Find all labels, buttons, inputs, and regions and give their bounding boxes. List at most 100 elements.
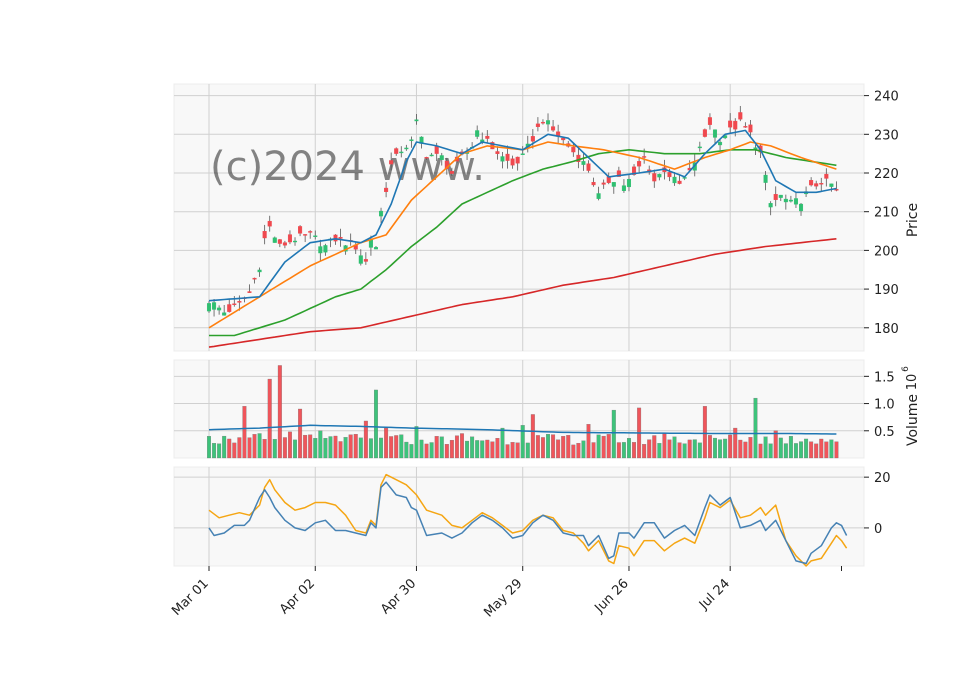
candle-body — [626, 178, 632, 188]
candle-body — [743, 126, 748, 128]
volume-bar — [799, 441, 803, 459]
candle-body — [495, 151, 500, 154]
candle-body — [373, 247, 379, 250]
volume-bar — [718, 439, 723, 459]
candle-body — [763, 174, 768, 183]
volume-bar — [540, 437, 545, 459]
candle-body — [247, 291, 252, 293]
volume-bar — [627, 438, 631, 459]
volume-bar — [546, 434, 550, 459]
volume-bar — [272, 439, 277, 459]
volume-bar — [632, 442, 637, 459]
x-tick-label: Jul 24 — [696, 576, 733, 613]
volume-bar — [217, 443, 222, 459]
volume-bar — [267, 378, 272, 459]
volume-bar — [576, 442, 581, 459]
candle-body — [540, 121, 545, 124]
volume-bar — [207, 436, 211, 459]
volume-exponent-base: 10 — [905, 374, 920, 391]
volume-bar — [287, 431, 292, 459]
volume-bar — [556, 439, 561, 459]
candle-body — [702, 129, 707, 137]
candle-body — [793, 198, 798, 205]
volume-bar — [262, 439, 267, 459]
volume-bar — [677, 442, 682, 459]
candle-body — [439, 155, 444, 160]
volume-bar — [298, 408, 303, 459]
candle-body — [819, 183, 824, 185]
candle-body — [424, 157, 429, 159]
volume-bar — [277, 365, 282, 459]
candle-body — [500, 156, 505, 162]
price-axis-label: Price — [905, 203, 921, 237]
candle-body — [707, 117, 712, 125]
x-tick-label: Mar 01 — [169, 576, 212, 619]
candle-body — [667, 172, 672, 178]
candle-body — [308, 231, 313, 233]
volume-bar — [227, 438, 232, 459]
candle-body — [798, 203, 804, 212]
volume-bar — [485, 439, 490, 459]
volume-bar — [824, 441, 829, 459]
candle-body — [434, 146, 439, 154]
volume-exponent-power: 6 — [901, 366, 911, 372]
volume-bar — [773, 430, 778, 459]
volume-bar — [647, 439, 652, 459]
candle-body — [298, 226, 303, 234]
candle-body — [389, 160, 394, 165]
volume-bar — [424, 443, 429, 459]
volume-bar — [363, 420, 368, 459]
candle-body — [697, 146, 702, 149]
candle-body — [778, 194, 783, 198]
volume-bar — [465, 440, 470, 459]
x-tick-label: Apr 02 — [277, 576, 318, 617]
volume-bar — [551, 434, 556, 459]
candle-body — [773, 194, 778, 200]
candle-body — [718, 141, 723, 146]
volume-bar — [834, 441, 839, 459]
candle-body — [222, 312, 227, 316]
candle-body — [206, 303, 212, 312]
candle-body — [510, 158, 515, 166]
candle-body — [485, 135, 490, 139]
candle-body — [394, 148, 399, 154]
volume-bar — [748, 437, 753, 459]
candle-body — [632, 166, 637, 175]
volume-bar — [409, 444, 414, 459]
volume-bar — [768, 443, 773, 459]
candle-body — [571, 147, 576, 153]
candle-body — [409, 139, 414, 142]
candle-body — [621, 185, 626, 191]
volume-bar — [454, 435, 459, 459]
volume-bar — [733, 427, 738, 459]
volume-bar — [520, 425, 525, 459]
volume-bar — [525, 442, 530, 459]
volume-bar — [672, 436, 677, 459]
volume-bar — [257, 433, 262, 459]
candle-body — [287, 234, 292, 243]
oscillator-tick-label: 20 — [874, 471, 891, 486]
volume-bar — [500, 427, 505, 459]
price-tick-label: 180 — [874, 322, 899, 337]
volume-bar — [368, 438, 373, 459]
oscillator-panel — [173, 466, 865, 567]
x-tick-label: Jun 26 — [592, 576, 632, 616]
volume-bar — [379, 437, 384, 459]
volume-bar — [728, 434, 733, 459]
volume-bar — [566, 435, 571, 459]
candle-body — [824, 173, 829, 179]
sma-fast-line — [208, 129, 837, 302]
volume-bar — [505, 444, 510, 459]
volume-bar — [328, 436, 333, 459]
price-tick-label: 200 — [874, 244, 899, 259]
candle-body — [728, 120, 733, 128]
candle-body — [748, 124, 753, 133]
volume-axis-label: Volume — [905, 394, 921, 446]
x-tick-label: May 29 — [481, 576, 525, 620]
volume-bar — [788, 436, 793, 459]
candle-body — [596, 193, 601, 199]
volume-bar — [303, 434, 308, 459]
volume-bar — [232, 442, 237, 459]
volume-bar — [783, 443, 788, 459]
candle-body — [358, 255, 363, 264]
